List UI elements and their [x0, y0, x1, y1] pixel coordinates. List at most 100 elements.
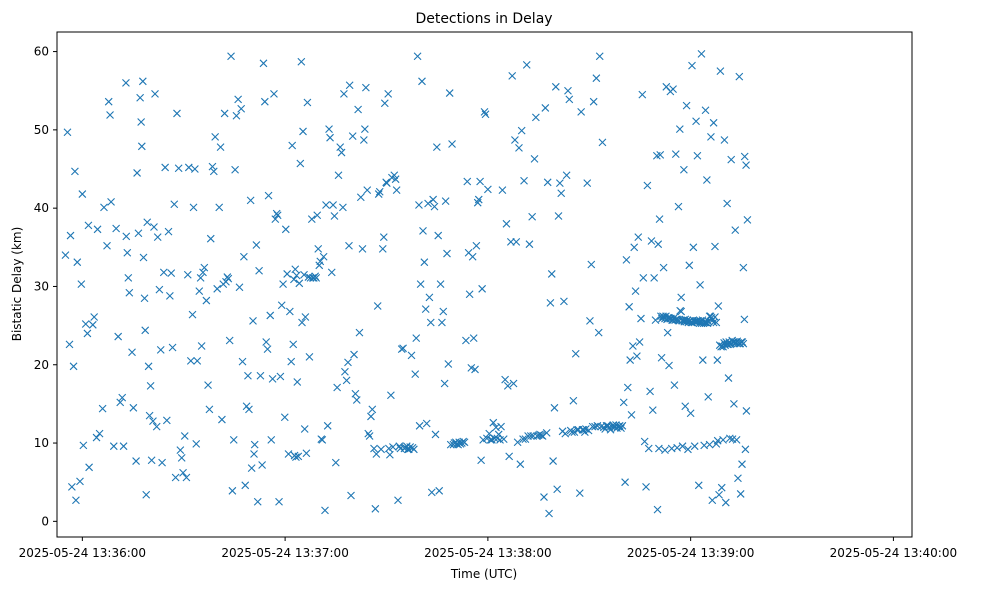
data-point	[66, 231, 75, 240]
data-point	[374, 190, 383, 198]
data-point	[628, 342, 637, 350]
data-point	[654, 240, 663, 249]
data-point	[200, 263, 209, 272]
data-point	[674, 202, 683, 211]
data-point	[213, 284, 222, 293]
data-point	[720, 136, 729, 144]
data-point	[739, 263, 748, 272]
y-tick-label: 10	[34, 436, 49, 450]
data-point	[252, 241, 261, 249]
y-tick-label: 30	[34, 279, 49, 293]
data-point	[258, 461, 267, 469]
data-point	[512, 237, 521, 246]
data-point	[430, 202, 439, 211]
data-point	[384, 89, 393, 98]
data-point	[347, 491, 355, 500]
data-point	[295, 279, 304, 288]
data-point	[109, 442, 118, 451]
data-point	[469, 334, 478, 343]
data-point	[106, 111, 114, 119]
data-point	[663, 328, 672, 337]
data-point	[378, 244, 387, 253]
data-point	[586, 317, 594, 325]
data-point	[176, 446, 185, 454]
data-point	[731, 226, 740, 234]
data-point	[743, 216, 752, 224]
data-point	[79, 441, 88, 450]
data-point	[671, 150, 680, 159]
data-point	[159, 268, 168, 277]
data-point	[694, 481, 703, 490]
data-point	[209, 167, 218, 176]
data-point	[425, 293, 434, 302]
data-point	[739, 339, 748, 348]
data-point	[505, 452, 514, 461]
data-point	[348, 132, 357, 141]
data-point	[377, 445, 385, 454]
data-point	[65, 340, 74, 349]
data-point	[387, 391, 395, 400]
data-point	[440, 379, 449, 388]
data-point	[379, 233, 388, 242]
data-point	[262, 338, 271, 346]
data-point	[472, 241, 481, 250]
data-point	[511, 136, 519, 144]
data-point	[218, 415, 226, 424]
data-point	[421, 305, 430, 314]
data-point	[702, 176, 711, 184]
data-point	[114, 332, 123, 341]
data-point	[264, 191, 273, 200]
data-point	[635, 338, 644, 346]
data-point	[186, 356, 195, 365]
data-point	[444, 360, 453, 368]
data-point	[571, 349, 580, 358]
data-point	[650, 273, 659, 282]
data-point	[727, 155, 736, 164]
data-point	[216, 143, 225, 151]
data-point	[365, 432, 374, 440]
data-point	[134, 229, 143, 238]
data-point	[301, 313, 310, 321]
data-point	[424, 199, 432, 208]
data-point	[550, 403, 559, 412]
data-point	[238, 357, 247, 366]
data-point	[486, 436, 495, 444]
data-point	[562, 171, 571, 180]
data-point	[627, 410, 636, 419]
data-point	[229, 436, 238, 444]
data-point	[554, 212, 563, 220]
data-point	[247, 464, 256, 472]
data-point	[427, 488, 436, 497]
data-point	[637, 314, 645, 323]
data-point	[460, 438, 469, 447]
data-point	[215, 203, 224, 212]
data-point	[441, 197, 450, 206]
data-point	[657, 353, 666, 362]
data-point	[740, 152, 749, 161]
data-point	[735, 72, 744, 81]
data-point	[648, 406, 657, 415]
data-point	[463, 177, 472, 186]
data-points	[61, 50, 752, 518]
data-point	[73, 258, 82, 267]
data-point	[686, 409, 695, 418]
data-point	[197, 342, 206, 350]
data-point	[263, 345, 272, 353]
data-point	[358, 244, 367, 253]
data-point	[250, 450, 258, 458]
data-point	[205, 405, 214, 414]
data-point	[112, 224, 121, 233]
data-point	[149, 417, 157, 426]
data-point	[528, 212, 537, 221]
data-point	[290, 275, 298, 284]
data-point	[436, 280, 445, 288]
data-point	[327, 268, 336, 277]
data-point	[103, 241, 111, 250]
data-point	[139, 253, 148, 262]
data-point	[392, 186, 401, 195]
data-point	[653, 505, 662, 514]
data-point	[471, 365, 479, 374]
data-point	[555, 179, 564, 187]
data-point	[141, 326, 150, 335]
data-point	[244, 371, 252, 380]
